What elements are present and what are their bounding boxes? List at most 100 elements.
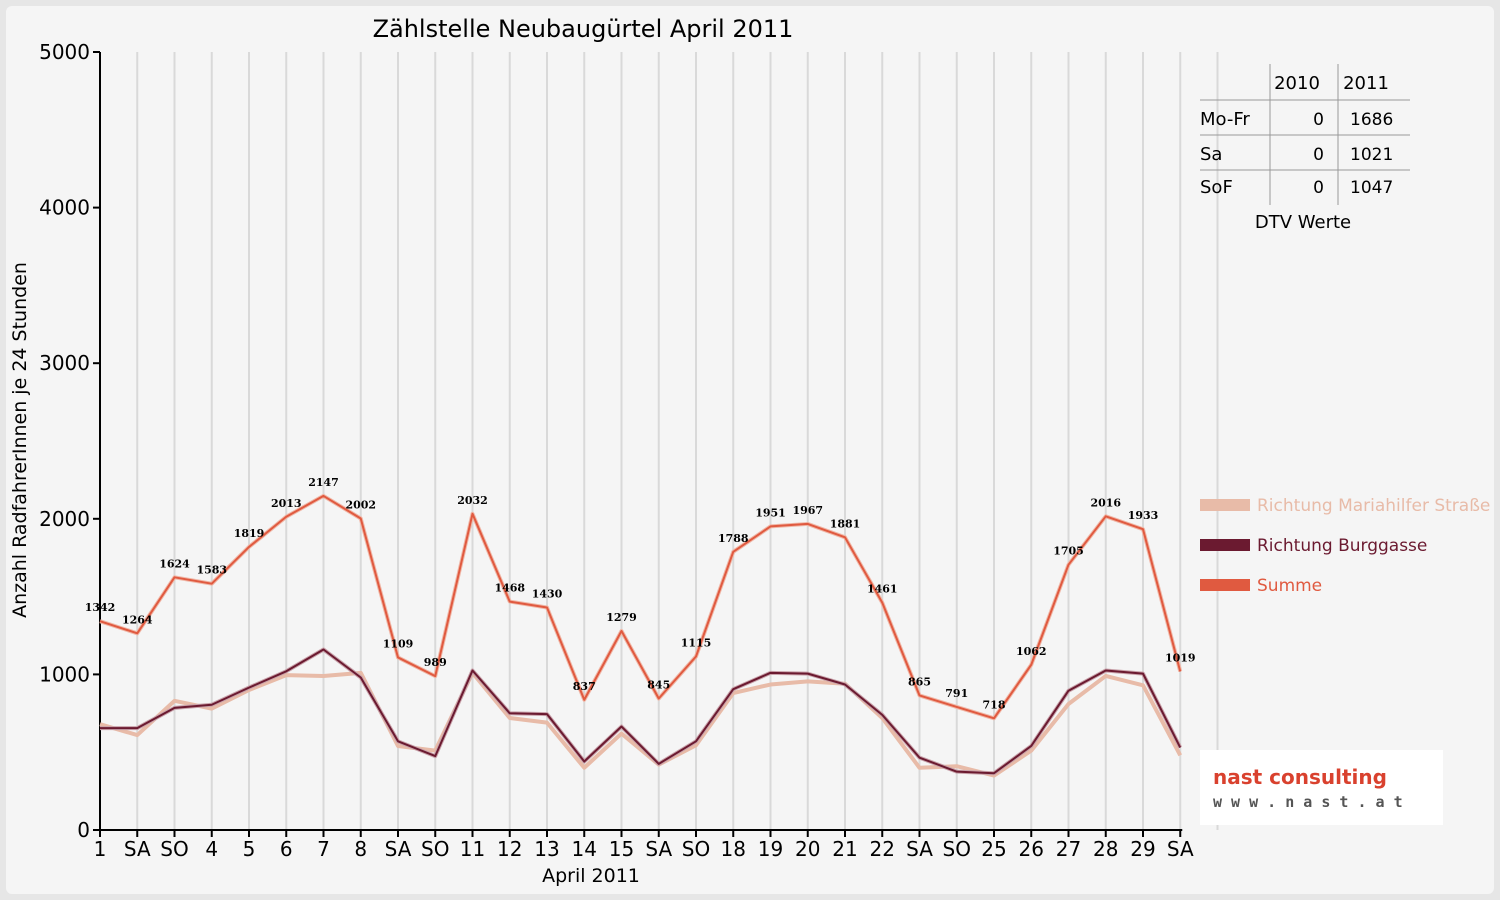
y-tick-label: 4000 <box>39 196 90 220</box>
x-tick-label: 29 <box>1130 837 1155 861</box>
x-tick-label: 21 <box>832 837 857 861</box>
x-tick-label: 19 <box>758 837 783 861</box>
data-label: 1019 <box>1165 651 1196 664</box>
dtv-row-label: Mo-Fr <box>1200 109 1250 130</box>
x-tick-label: 12 <box>497 837 522 861</box>
dtv-cell: 0 <box>1313 110 1324 130</box>
x-tick-label: SO <box>943 837 971 861</box>
y-tick-label: 5000 <box>39 40 90 64</box>
x-tick-label: SA <box>385 837 412 861</box>
chart-frame <box>6 6 1494 894</box>
data-label: 1115 <box>681 637 712 650</box>
y-axis-label: Anzahl RadfahrerInnen je 24 Stunden <box>9 262 31 618</box>
x-tick-label: 7 <box>317 837 330 861</box>
data-label: 845 <box>647 679 670 692</box>
x-tick-label: 4 <box>205 837 218 861</box>
x-tick-label: 15 <box>609 837 634 861</box>
x-tick-label: 27 <box>1056 837 1081 861</box>
data-label: 1461 <box>867 583 898 596</box>
legend-swatch-burggasse <box>1200 539 1250 551</box>
dtv-cell: 0 <box>1313 178 1324 198</box>
x-tick-label: 5 <box>243 837 256 861</box>
x-tick-label: 26 <box>1019 837 1044 861</box>
legend-label-summe: Summe <box>1257 576 1322 596</box>
data-label: 1819 <box>234 527 265 540</box>
logo-box <box>1200 750 1443 825</box>
y-tick-label: 0 <box>77 818 90 842</box>
data-label: 791 <box>945 687 968 700</box>
x-tick-label: SA <box>906 837 933 861</box>
x-tick-label: SO <box>682 837 710 861</box>
data-label: 718 <box>983 698 1006 711</box>
x-tick-label: SO <box>421 837 449 861</box>
data-label: 2002 <box>345 498 376 511</box>
data-label: 1583 <box>196 564 227 577</box>
series-line-mariahilfer <box>99 670 1183 778</box>
data-label: 1264 <box>122 613 153 626</box>
data-label: 1705 <box>1053 545 1084 558</box>
dtv-header-2010: 2010 <box>1274 73 1320 94</box>
data-label: 1342 <box>85 601 116 614</box>
x-tick-label: 11 <box>460 837 485 861</box>
series-line-summe <box>99 494 1182 720</box>
series-lines <box>99 493 1183 778</box>
data-label: 1279 <box>606 611 637 624</box>
logo: nast consulting w w w . n a s t . a t <box>1200 750 1443 825</box>
x-tick-label: 1 <box>94 837 107 861</box>
x-tick-label: 18 <box>721 837 746 861</box>
x-tick-label: SA <box>124 837 151 861</box>
dtv-cell: 1047 <box>1350 178 1393 198</box>
data-label: 989 <box>424 656 447 669</box>
grid <box>136 52 1219 830</box>
dtv-caption: DTV Werte <box>1255 212 1351 233</box>
dtv-header-2011: 2011 <box>1343 73 1389 94</box>
data-label: 1109 <box>383 637 414 650</box>
data-label: 1881 <box>830 517 861 530</box>
x-tick-label: 13 <box>534 837 559 861</box>
legend-label-burggasse: Richtung Burggasse <box>1257 536 1427 556</box>
data-label: 1062 <box>1016 645 1047 658</box>
legend-swatch-summe <box>1200 579 1250 591</box>
legend-swatch-mariahilfer <box>1200 499 1250 511</box>
x-tick-label: 28 <box>1093 837 1118 861</box>
x-ticks: 1 SA SO 4 5 6 7 8 SA SO 11 12 13 14 15 SA SO 18 19 20 21 22 SA… <box>94 830 1194 861</box>
data-label: 2016 <box>1090 496 1121 509</box>
x-tick-label: 20 <box>795 837 820 861</box>
data-label: 1967 <box>792 504 823 517</box>
x-tick-label: SA <box>1167 837 1194 861</box>
legend: Richtung Mariahilfer Straße Richtung Bur… <box>1200 496 1490 596</box>
data-label: 1468 <box>494 582 525 595</box>
logo-url: w w w . n a s t . a t <box>1213 793 1403 811</box>
y-tick-label: 1000 <box>39 662 90 686</box>
data-label: 1933 <box>1128 509 1159 522</box>
data-label: 1430 <box>532 587 563 600</box>
dtv-row-label: SoF <box>1200 177 1233 198</box>
logo-text: nast consulting <box>1213 765 1387 789</box>
y-ticks: 0 1000 2000 3000 4000 5000 <box>39 40 100 842</box>
y-tick-label: 3000 <box>39 351 90 375</box>
data-label: 2032 <box>457 494 488 507</box>
x-tick-label: SA <box>645 837 672 861</box>
data-label: 1624 <box>159 557 190 570</box>
x-tick-label: 6 <box>280 837 293 861</box>
dtv-cell: 1686 <box>1350 110 1393 130</box>
data-label: 837 <box>573 680 596 693</box>
x-tick-label: 22 <box>870 837 895 861</box>
x-tick-label: SO <box>160 837 188 861</box>
axes <box>99 52 1183 831</box>
data-label: 2147 <box>308 476 339 489</box>
x-axis-label: April 2011 <box>542 865 640 887</box>
data-label: 1951 <box>755 506 786 519</box>
dtv-cell: 0 <box>1313 145 1324 165</box>
data-label: 2013 <box>271 497 302 510</box>
x-tick-label: 25 <box>981 837 1006 861</box>
y-tick-label: 2000 <box>39 507 90 531</box>
data-label: 865 <box>908 675 931 688</box>
series-line-burggasse <box>100 648 1182 775</box>
legend-label-mariahilfer: Richtung Mariahilfer Straße <box>1257 496 1490 516</box>
dtv-cell: 1021 <box>1350 145 1393 165</box>
x-tick-label: 8 <box>354 837 367 861</box>
chart-title: Zählstelle Neubaugürtel April 2011 <box>373 15 794 43</box>
data-labels: 1342 1264 1624 1583 1819 2013 2147 2002 1109 989 2… <box>85 476 1196 711</box>
